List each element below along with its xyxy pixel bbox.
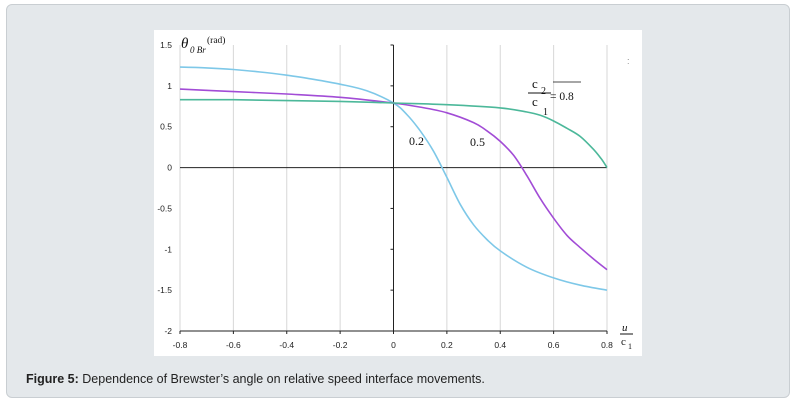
curve-label-0-2: 0.2: [409, 134, 424, 148]
figure-caption: Figure 5: Dependence of Brewster’s angle…: [26, 372, 485, 386]
y-tick-label: -0.5: [157, 203, 172, 213]
stray-mark: :: [627, 56, 630, 66]
y-tick-label: -1.5: [157, 285, 172, 295]
x-tick-label: 0.4: [494, 340, 506, 350]
y-tick-label: 1.5: [160, 40, 172, 50]
caption-label: Figure 5:: [26, 372, 79, 386]
x-axis-denominator-sub: 1: [628, 342, 632, 351]
x-tick-labels: -0.8 -0.6 -0.4 -0.2 0 0.2 0.4 0.6 0.8: [173, 340, 614, 350]
series-line-0-8: [179, 98, 608, 169]
y-axis-symbol: θ: [181, 36, 189, 52]
x-axis-denominator: c: [621, 336, 626, 348]
series-line-0-5: [179, 88, 608, 271]
x-tick-label: 0: [391, 340, 396, 350]
x-tick-label: 0.8: [601, 340, 613, 350]
y-tick-label: 0.5: [160, 122, 172, 132]
series-lines: [179, 66, 608, 291]
y-tick-label: -1: [164, 244, 172, 254]
x-tick-label: -0.6: [226, 340, 241, 350]
x-tick-label: -0.2: [333, 340, 348, 350]
ratio-numerator-sub: 2: [541, 86, 546, 97]
ratio-numerator: c: [532, 76, 538, 91]
y-tick-labels: -2 -1.5 -1 -0.5 0 0.5 1 1.5: [157, 40, 172, 336]
y-tick-label: 0: [167, 163, 172, 173]
y-tick-label: -2: [164, 326, 172, 336]
x-tick-label: -0.8: [173, 340, 188, 350]
y-axis-unit: (rad): [207, 35, 225, 46]
ratio-denominator-sub: 1: [543, 107, 548, 118]
x-tick-label: -0.4: [279, 340, 294, 350]
grid-lines: [179, 45, 608, 331]
x-tick-label: 0.2: [441, 340, 453, 350]
curve-label-0-5: 0.5: [470, 135, 485, 149]
x-tick-label: 0.6: [548, 340, 560, 350]
caption-text: Dependence of Brewster’s angle on relati…: [82, 372, 485, 386]
x-axis-numerator: u: [622, 322, 628, 334]
y-axis-subscript: 0 Br: [190, 45, 206, 55]
ratio-value: = 0.8: [550, 91, 574, 103]
ratio-denominator: c: [532, 94, 538, 109]
axes: [179, 44, 608, 334]
y-tick-label: 1: [167, 81, 172, 91]
plot-background: [154, 30, 642, 356]
series-line-0-2: [179, 66, 608, 291]
